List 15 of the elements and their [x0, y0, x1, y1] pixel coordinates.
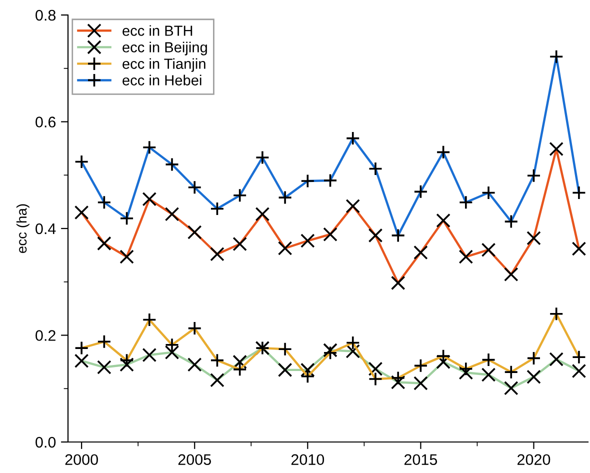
y-tick-label: 0.4	[36, 223, 56, 234]
x-tick-label: 2015	[404, 454, 438, 466]
x-tick-label: 2010	[291, 454, 324, 466]
legend-label: ecc in Beijing	[122, 42, 207, 56]
x-tick-label: 2005	[178, 454, 211, 466]
x-tick-label: 2000	[65, 454, 98, 466]
x-tick-label: 2020	[518, 454, 550, 466]
y-tick-label: 0.6	[36, 116, 56, 128]
y-tick-label: 0.2	[36, 330, 56, 341]
y-tick-label: 0.8	[36, 10, 56, 21]
legend-label: ecc in Tianjin	[122, 58, 206, 72]
y-tick-label: 0.0	[36, 436, 56, 448]
y-axis-title: ecc (ha)	[16, 204, 30, 253]
legend-label: ecc in Hebei	[122, 74, 202, 86]
legend-label: ecc in BTH	[122, 25, 192, 36]
